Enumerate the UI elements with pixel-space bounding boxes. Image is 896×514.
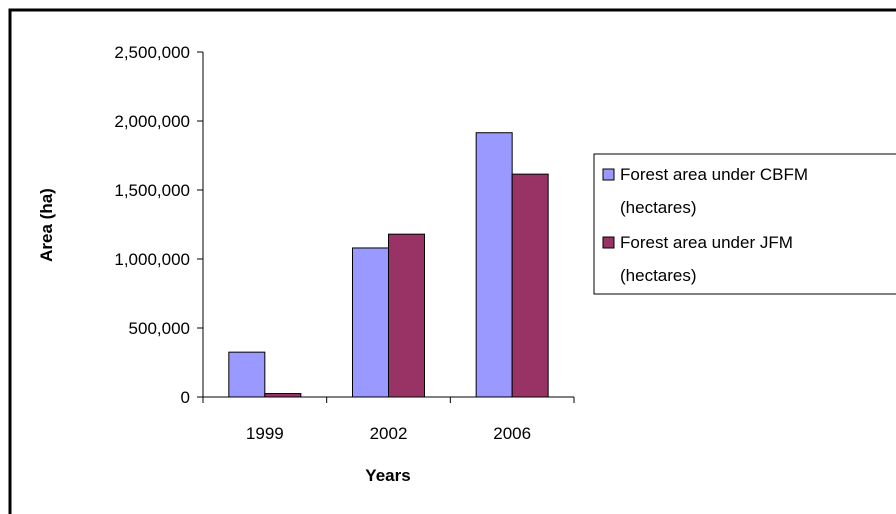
legend-label-cbfm-line2: (hectares) [620, 198, 697, 217]
x-axis-title: Years [365, 466, 410, 485]
y-axis: 0 500,000 1,000,000 1,500,000 2,000,000 2,500… [114, 43, 204, 407]
bar-cbfm-1999 [228, 351, 266, 398]
y-axis-title: Area (ha) [37, 188, 56, 262]
y-tick-label: 1,500,000 [114, 181, 190, 200]
y-tick-label: 1,000,000 [114, 250, 190, 269]
x-axis: 1999 2002 2006 [202, 396, 575, 443]
legend: Forest area under CBFM (hectares) Forest… [593, 153, 896, 295]
y-tick-label: 2,500,000 [114, 43, 190, 62]
legend-box [593, 153, 896, 295]
bar-cbfm-2002 [352, 247, 389, 398]
legend-swatch-jfm [602, 236, 615, 249]
y-tick-label: 2,000,000 [114, 112, 190, 131]
bar-jfm-2006 [511, 173, 549, 398]
x-tick-label: 2006 [493, 424, 531, 443]
x-tick-label: 2002 [370, 424, 408, 443]
y-tick-label: 0 [181, 388, 190, 407]
bar-jfm-1999 [264, 393, 302, 398]
bar-cbfm-2006 [475, 132, 513, 398]
legend-label-jfm-line1: Forest area under JFM [620, 233, 793, 252]
bar-group [228, 132, 549, 398]
legend-label-jfm-line2: (hectares) [620, 266, 697, 285]
x-tick-label: 1999 [246, 424, 284, 443]
y-tick-label: 500,000 [129, 319, 190, 338]
bar-jfm-2002 [388, 233, 425, 398]
legend-label-cbfm-line1: Forest area under CBFM [620, 165, 808, 184]
legend-swatch-cbfm [602, 168, 615, 181]
